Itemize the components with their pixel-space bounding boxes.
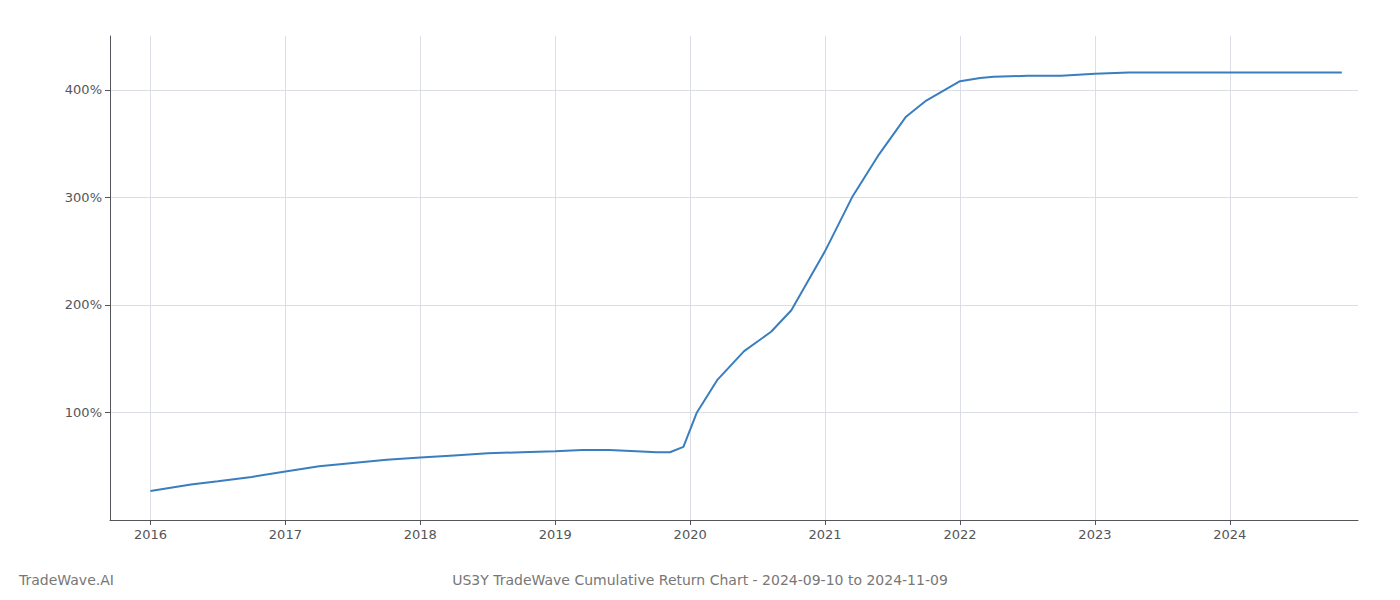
svg-text:2023: 2023 <box>1078 527 1111 542</box>
svg-text:2017: 2017 <box>269 527 302 542</box>
svg-text:200%: 200% <box>65 297 102 312</box>
svg-text:400%: 400% <box>65 82 102 97</box>
svg-text:2020: 2020 <box>674 527 707 542</box>
svg-text:300%: 300% <box>65 190 102 205</box>
svg-text:2021: 2021 <box>809 527 842 542</box>
svg-text:US3Y TradeWave Cumulative Retu: US3Y TradeWave Cumulative Return Chart -… <box>452 572 948 588</box>
svg-text:2024: 2024 <box>1213 527 1246 542</box>
svg-text:100%: 100% <box>65 405 102 420</box>
svg-text:2016: 2016 <box>134 527 167 542</box>
svg-text:TradeWave.AI: TradeWave.AI <box>18 572 114 588</box>
svg-text:2019: 2019 <box>539 527 572 542</box>
svg-text:2018: 2018 <box>404 527 437 542</box>
svg-text:2022: 2022 <box>943 527 976 542</box>
